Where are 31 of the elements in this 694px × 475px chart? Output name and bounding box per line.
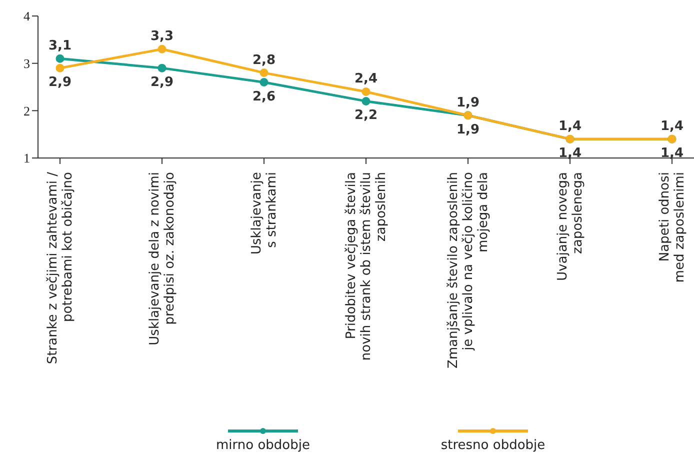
data-label: 2,9 xyxy=(150,75,174,90)
data-label: 2,2 xyxy=(354,108,378,124)
data-label: 1,4 xyxy=(558,119,582,134)
point xyxy=(260,68,268,78)
y-tick-label: 2 xyxy=(24,103,30,118)
data-label: 1,9 xyxy=(456,122,480,138)
legend-label: mirno obdobje xyxy=(216,438,310,453)
data-label: 1,4 xyxy=(660,119,684,134)
data-label: 3,3 xyxy=(150,29,174,44)
point xyxy=(56,54,64,63)
data-label: 2,8 xyxy=(252,52,276,68)
data-label: 1,4 xyxy=(660,146,684,162)
point xyxy=(362,87,370,96)
point xyxy=(362,96,370,106)
y-tick-label: 1 xyxy=(24,150,30,166)
x-tick-label: Pridobitev večjega števila novih strank ob istem številu zaposlenih xyxy=(344,172,389,361)
point xyxy=(56,64,64,72)
point xyxy=(158,44,166,54)
data-label: 3,1 xyxy=(48,38,72,54)
y-tick-label: 4 xyxy=(24,8,30,24)
x-tick-label: Usklajevanje s strankami xyxy=(250,172,280,255)
point xyxy=(260,78,268,87)
data-label: 1,4 xyxy=(558,146,582,162)
legend-label: stresno obdobje xyxy=(440,438,546,453)
data-label: 2,9 xyxy=(48,75,72,90)
y-tick-label: 3 xyxy=(24,56,30,71)
point xyxy=(158,64,166,72)
data-label: 2,4 xyxy=(354,72,378,87)
x-tick-label: Stranke z večjimi zahtevami / potrebami kot običajno xyxy=(46,171,76,364)
data-label: 1,9 xyxy=(456,95,480,110)
data-label: 2,6 xyxy=(252,89,276,104)
